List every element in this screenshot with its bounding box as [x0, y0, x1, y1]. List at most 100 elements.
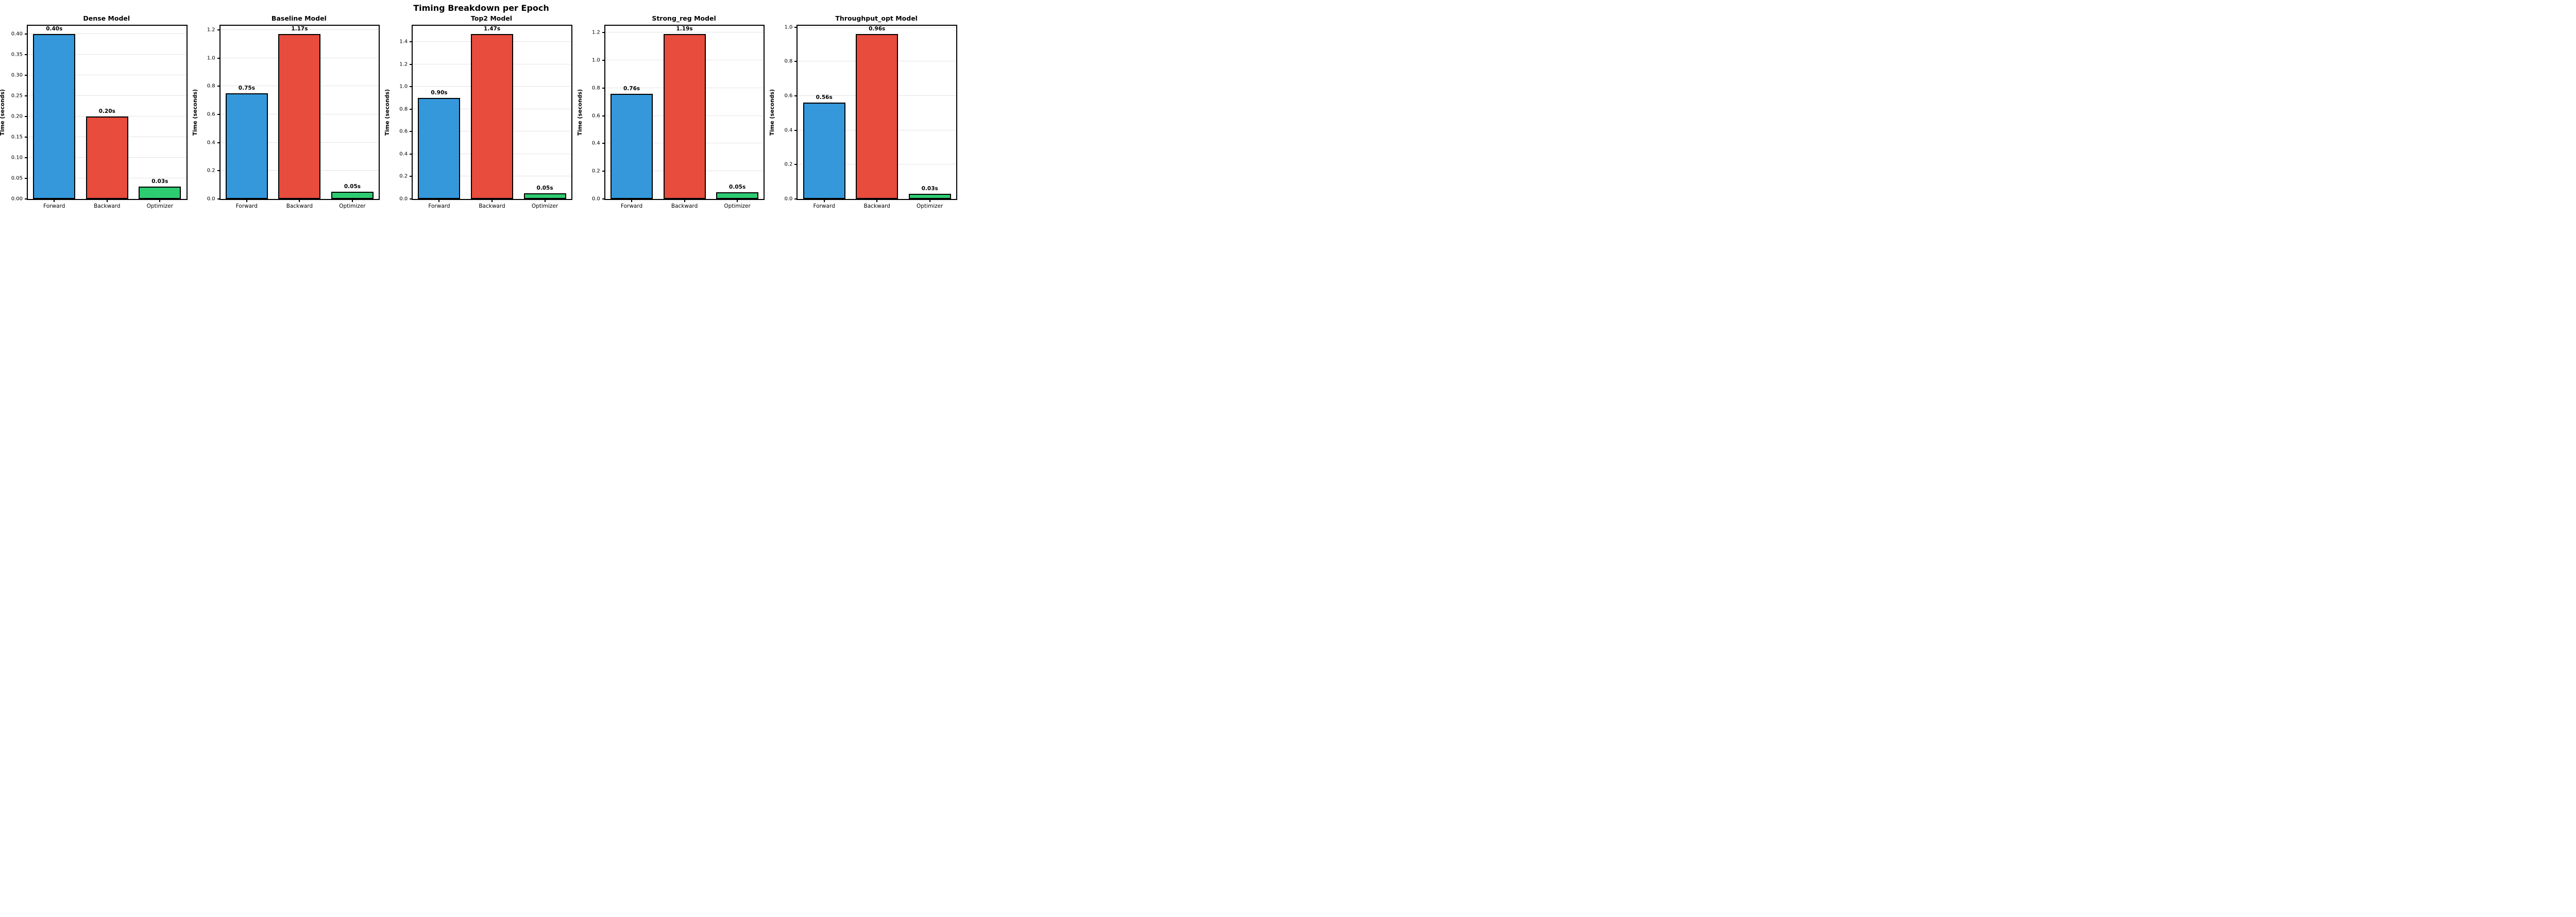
bar-forward	[611, 93, 653, 199]
x-tick-label-backward: Backward	[286, 203, 313, 209]
bar-value-label: 0.05s	[729, 184, 746, 190]
x-tick-mark	[54, 199, 55, 202]
x-tick-mark	[351, 199, 353, 202]
y-tick-label: 0.8	[207, 83, 215, 89]
y-tick-label: 0.0	[784, 196, 793, 202]
subplot-strong-reg-model: Strong_reg Model Time (seconds) 0.0 0.2 0.4 0…	[577, 14, 770, 215]
y-tick-label: 0.0	[207, 196, 215, 202]
x-tick-label-backward: Backward	[671, 203, 698, 209]
y-tick-label: 0.05	[11, 175, 23, 181]
y-tick-mark	[794, 61, 798, 62]
axes-row: Time (seconds) 0.0 0.2 0.4 0.6 0.8 1.0 1.2 0.75s…	[192, 25, 385, 209]
y-tick-label: 1.4	[399, 39, 408, 45]
bar-optimizer	[523, 193, 566, 199]
plot-area: 0.00 0.05 0.10 0.15 0.20 0.25 0.30 0.35 0.40 0.40…	[11, 25, 188, 209]
x-tick-label-optimizer: Optimizer	[917, 203, 943, 209]
bar-forward	[225, 93, 268, 199]
y-tick-mark	[794, 164, 798, 165]
y-tick-label: 0.0	[591, 196, 600, 202]
gridline	[28, 95, 187, 96]
y-tick-mark	[25, 34, 28, 35]
axes-row: Time (seconds) 0.0 0.2 0.4 0.6 0.8 1.0 1.2 0.76s…	[577, 25, 770, 209]
y-tick-label: 0.2	[399, 173, 408, 179]
bar-backward	[86, 116, 128, 199]
x-tick-mark	[106, 199, 108, 202]
y-tick-mark	[217, 198, 221, 199]
y-tick-mark	[410, 131, 413, 132]
subplot-title: Strong_reg Model	[652, 14, 716, 22]
y-tick-mark	[602, 60, 605, 61]
bar-backward	[856, 34, 899, 199]
axes-row: Time (seconds) 0.0 0.2 0.4 0.6 0.8 1.0 1.2 1.4 0.…	[384, 25, 578, 209]
subplot-baseline-model: Baseline Model Time (seconds) 0.0 0.2 0.4 0.6…	[192, 14, 385, 215]
y-tick-mark	[602, 87, 605, 89]
figure: Timing Breakdown per Epoch Dense Model Ti…	[0, 0, 962, 229]
bar-value-label: 0.76s	[623, 85, 640, 92]
subplot-top2-model: Top2 Model Time (seconds) 0.0 0.2 0.4 0.6 0.8 1…	[384, 14, 578, 215]
x-tick-mark	[299, 199, 300, 202]
bar-optimizer	[716, 192, 759, 199]
plot-area: 0.0 0.2 0.4 0.6 0.8 1.0 1.2 0.75s Forward 1.17s Ba…	[207, 25, 380, 209]
y-tick-mark	[410, 41, 413, 43]
y-tick-mark	[25, 95, 28, 96]
bar-value-label: 0.56s	[816, 94, 833, 101]
y-tick-mark	[602, 32, 605, 34]
y-tick-label: 0.20	[11, 113, 23, 120]
x-tick-mark	[684, 199, 685, 202]
y-tick-label: 1.2	[399, 61, 408, 68]
bar-forward	[33, 34, 76, 199]
y-tick-label: 0.10	[11, 155, 23, 161]
bar-optimizer	[908, 194, 951, 199]
x-tick-mark	[876, 199, 878, 202]
subplot-title: Throughput_opt Model	[835, 14, 918, 22]
y-tick-mark	[217, 114, 221, 115]
y-tick-label: 0.4	[591, 140, 600, 146]
y-tick-mark	[410, 198, 413, 199]
y-tick-mark	[794, 129, 798, 131]
x-tick-label-optimizer: Optimizer	[339, 203, 366, 209]
x-tick-mark	[544, 199, 546, 202]
y-axis-label: Time (seconds)	[769, 89, 776, 136]
x-tick-label-backward: Backward	[863, 203, 890, 209]
y-tick-label: 0.8	[784, 58, 793, 64]
y-tick-mark	[794, 198, 798, 199]
y-tick-label: 1.0	[399, 84, 408, 90]
x-tick-mark	[438, 199, 440, 202]
y-tick-mark	[217, 57, 221, 59]
y-tick-label: 0.00	[11, 196, 23, 202]
y-tick-mark	[602, 198, 605, 199]
x-tick-mark	[159, 199, 161, 202]
y-axis-label: Time (seconds)	[384, 89, 391, 136]
y-tick-label: 0.4	[207, 140, 215, 146]
y-tick-mark	[217, 86, 221, 87]
y-tick-label: 0.8	[591, 85, 600, 91]
gridline	[220, 29, 379, 30]
y-tick-label: 0.4	[784, 127, 793, 134]
y-tick-mark	[602, 143, 605, 144]
y-tick-label: 0.6	[207, 111, 215, 118]
x-tick-label-optimizer: Optimizer	[146, 203, 174, 209]
bar-optimizer	[331, 192, 374, 199]
x-tick-label-forward: Forward	[43, 203, 65, 209]
bar-value-label: 0.03s	[921, 186, 938, 192]
y-tick-label: 0.30	[11, 72, 23, 78]
x-tick-label-forward: Forward	[428, 203, 450, 209]
y-tick-mark	[25, 54, 28, 55]
plot-area: 0.0 0.2 0.4 0.6 0.8 1.0 1.2 0.76s Forward 1.19s Ba…	[592, 25, 765, 209]
gridline	[28, 54, 187, 55]
bar-backward	[470, 34, 513, 199]
x-tick-mark	[737, 199, 738, 202]
bar-value-label: 0.96s	[869, 26, 886, 32]
y-tick-label: 1.2	[591, 29, 600, 36]
bar-value-label: 0.20s	[98, 108, 115, 114]
bar-forward	[418, 98, 461, 199]
y-tick-mark	[602, 115, 605, 116]
bar-backward	[278, 34, 321, 199]
y-tick-mark	[25, 198, 28, 199]
bar-value-label: 0.75s	[238, 85, 255, 92]
y-tick-mark	[410, 153, 413, 155]
x-tick-label-forward: Forward	[620, 203, 643, 209]
x-tick-label-optimizer: Optimizer	[531, 203, 558, 209]
y-tick-mark	[602, 171, 605, 172]
bar-forward	[803, 103, 845, 199]
